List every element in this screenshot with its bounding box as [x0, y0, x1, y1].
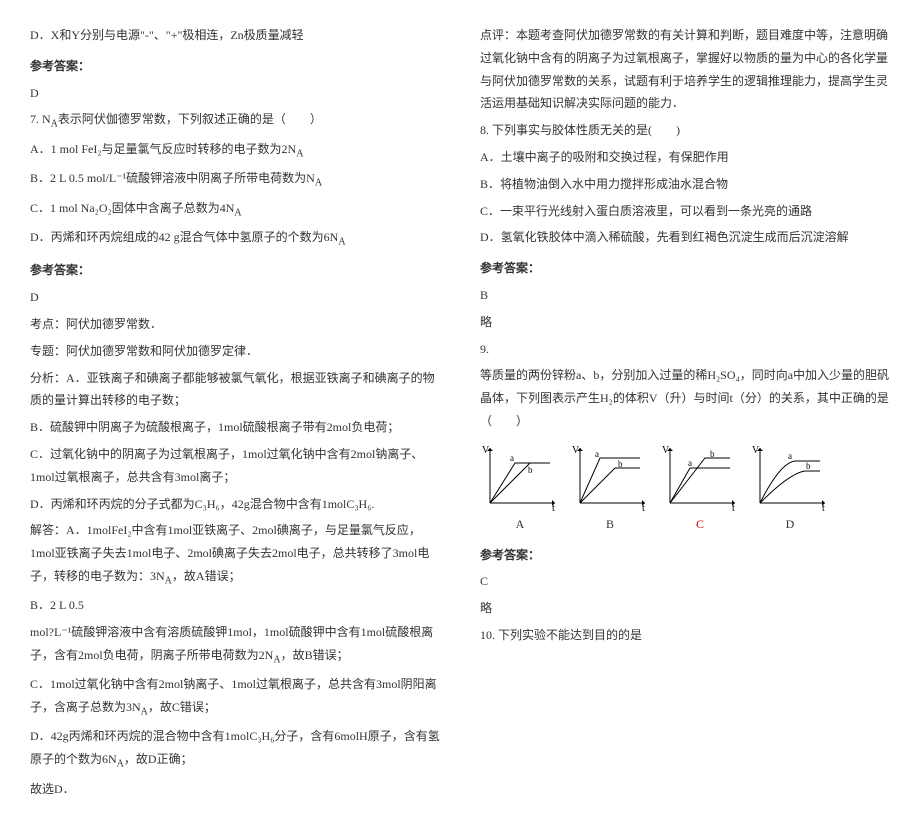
- kaodian: 考点：阿伏加德罗常数．: [30, 313, 440, 336]
- svg-text:V: V: [572, 445, 580, 456]
- svg-text:a: a: [688, 458, 692, 468]
- answer-7: D: [30, 286, 440, 309]
- left-column: D．X和Y分别与电源"-"、"+"极相连，Zn极质量减轻 参考答案： D 7. …: [30, 20, 440, 804]
- jieda-b: mol?L⁻¹硫酸钾溶液中含有溶质硫酸钾1mol，1mol硫酸钾中含有1mol硫…: [30, 621, 440, 669]
- q8-opt-b: B．将植物油倒入水中用力搅拌形成油水混合物: [480, 173, 890, 196]
- svg-text:a: a: [510, 453, 514, 463]
- chart-d: V t a b D: [750, 443, 830, 536]
- chart-c-label: C: [660, 513, 740, 536]
- fenxi-c: C．过氧化钠中的阴离子为过氧根离子，1mol过氧化钠中含有2mol钠离子、1mo…: [30, 443, 440, 489]
- chart-a: V t a b A: [480, 443, 560, 536]
- fenxi-d: D．丙烯和环丙烷的分子式都为C₃H₆，42g混合物中含有1molC₃H₆.: [30, 493, 440, 516]
- svg-text:t: t: [552, 503, 555, 513]
- q9-num: 9.: [480, 338, 890, 361]
- svg-text:b: b: [618, 459, 623, 469]
- answer-6: D: [30, 82, 440, 105]
- dianping: 点评：本题考查阿伏加德罗常数的有关计算和判断，题目难度中等，注意明确过氧化钠中含…: [480, 24, 890, 115]
- jieda-c: C．1mol过氧化钠中含有2mol钠离子、1mol过氧根离子，总共含有3mol阴…: [30, 673, 440, 721]
- jieda-a: 解答：A．1molFeI₂中含有1mol亚铁离子、2mol碘离子，与足量氯气反应…: [30, 519, 440, 590]
- zhuanti: 专题：阿伏加德罗常数和阿伏加德罗定律．: [30, 340, 440, 363]
- chart-row: V t a b A V t: [480, 443, 890, 536]
- q8-opt-c: C．一束平行光线射入蛋白质溶液里，可以看到一条光亮的通路: [480, 200, 890, 223]
- answer-heading-9: 参考答案：: [480, 544, 890, 567]
- answer-8: B: [480, 284, 890, 307]
- chart-a-label: A: [480, 513, 560, 536]
- svg-text:b: b: [528, 465, 533, 475]
- fenxi-b: B．硫酸钾中阴离子为硫酸根离子，1mol硫酸根离子带有2mol负电荷；: [30, 416, 440, 439]
- fenxi-a: 分析：A．亚铁离子和碘离子都能够被氯气氧化，根据亚铁离子和碘离子的物质的量计算出…: [30, 367, 440, 413]
- answer-heading-7: 参考答案：: [30, 259, 440, 282]
- svg-text:t: t: [642, 503, 645, 513]
- chart-d-label: D: [750, 513, 830, 536]
- svg-text:a: a: [788, 451, 792, 461]
- svg-text:b: b: [710, 449, 715, 459]
- q9-stem: 等质量的两份锌粉a、b，分别加入过量的稀H₂SO₄，同时向a中加入少量的胆矾晶体…: [480, 364, 890, 432]
- svg-text:V: V: [752, 445, 760, 456]
- svg-text:t: t: [822, 503, 825, 513]
- chart-c: V t a b C: [660, 443, 740, 536]
- q8-opt-d: D．氢氧化铁胶体中滴入稀硫酸，先看到红褐色沉淀生成而后沉淀溶解: [480, 226, 890, 249]
- lue-9: 略: [480, 597, 890, 620]
- guxuan: 故选D．: [30, 778, 440, 801]
- q7-opt-b: B．2 L 0.5 mol/L⁻¹硫酸钾溶液中阴离子所带电荷数为NA: [30, 167, 440, 192]
- q8-opt-a: A．土壤中离子的吸附和交换过程，有保肥作用: [480, 146, 890, 169]
- svg-text:b: b: [806, 461, 811, 471]
- jieda-b-head: B．2 L 0.5: [30, 594, 440, 617]
- q7-opt-d: D．丙烯和环丙烷组成的42 g混合气体中氢原子的个数为6NA: [30, 226, 440, 251]
- q8-stem: 8. 下列事实与胶体性质无关的是( ): [480, 119, 890, 142]
- svg-text:V: V: [662, 445, 670, 456]
- svg-text:t: t: [732, 503, 735, 513]
- chart-b-label: B: [570, 513, 650, 536]
- q10-stem: 10. 下列实验不能达到目的的是: [480, 624, 890, 647]
- lue-8: 略: [480, 311, 890, 334]
- q7-opt-a: A．1 mol FeI₂与足量氯气反应时转移的电子数为2NA: [30, 138, 440, 163]
- q6-opt-d: D．X和Y分别与电源"-"、"+"极相连，Zn极质量减轻: [30, 24, 440, 47]
- q7-stem: 7. NA表示阿伏伽德罗常数，下列叙述正确的是（ ）: [30, 108, 440, 133]
- right-column: 点评：本题考查阿伏加德罗常数的有关计算和判断，题目难度中等，注意明确过氧化钠中含…: [480, 20, 890, 804]
- svg-text:a: a: [595, 449, 599, 459]
- answer-heading-8: 参考答案：: [480, 257, 890, 280]
- q7-opt-c: C．1 mol Na₂O₂固体中含离子总数为4NA: [30, 197, 440, 222]
- answer-9: C: [480, 570, 890, 593]
- answer-heading-6: 参考答案：: [30, 55, 440, 78]
- chart-b: V t a b B: [570, 443, 650, 536]
- svg-text:V: V: [482, 445, 490, 456]
- jieda-d: D．42g丙烯和环丙烷的混合物中含有1molC₃H₆分子，含有6molH原子，含…: [30, 725, 440, 773]
